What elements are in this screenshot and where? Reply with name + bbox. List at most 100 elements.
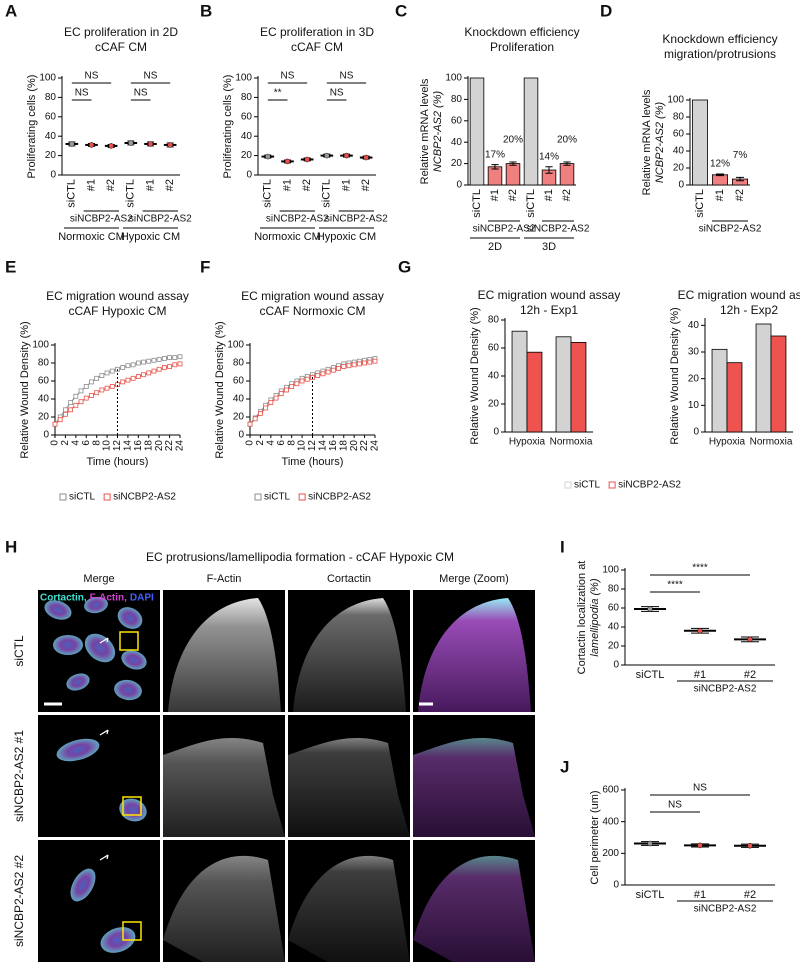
point <box>325 369 331 375</box>
mean-dot <box>363 154 369 161</box>
point <box>278 391 284 397</box>
point <box>78 388 84 394</box>
y-tick-label: 100 <box>667 95 684 106</box>
chart-title: 12h - Exp2 <box>720 303 778 317</box>
cell <box>84 596 108 614</box>
bar <box>469 77 485 186</box>
bar <box>692 99 709 186</box>
legend-swatch <box>608 481 616 489</box>
point <box>151 368 157 374</box>
point <box>130 375 136 381</box>
y-tick-label: 20 <box>608 641 620 652</box>
x-tick-label: siCTL <box>471 189 483 218</box>
y-tick-label: 20 <box>45 150 57 161</box>
y-tick-label: 20 <box>233 412 245 423</box>
y-axis-label: Proliferating cells (%) <box>222 75 234 179</box>
cell <box>56 738 100 762</box>
legend-label: siNCBP2-AS2 <box>308 492 371 503</box>
point <box>146 358 152 364</box>
point <box>252 416 258 422</box>
significance: NS <box>85 71 99 82</box>
group-sublabel: siNCBP2-AS2 <box>70 214 133 225</box>
significance: NS <box>330 88 344 99</box>
chart-title: EC proliferation in 3D <box>260 25 374 39</box>
point <box>336 365 341 371</box>
point <box>125 363 131 369</box>
arrow <box>99 854 109 861</box>
mean-dot <box>304 156 310 163</box>
bar <box>726 362 743 433</box>
bar <box>526 351 543 433</box>
column-header: F-Actin <box>207 573 242 585</box>
significance: NS <box>668 800 682 811</box>
y-tick-label: 100 <box>39 73 56 84</box>
x-tick-label: 20 <box>154 440 165 452</box>
point <box>52 421 58 427</box>
panel-letter: F <box>200 257 210 276</box>
mean-dot <box>747 636 753 643</box>
arrow <box>99 729 109 736</box>
significance: NS <box>144 71 158 82</box>
y-tick-label: 80 <box>608 584 620 595</box>
y-tick-label: 40 <box>241 131 253 142</box>
point <box>89 392 94 398</box>
x-tick-label: #1 <box>340 179 352 191</box>
x-tick-label: #1 <box>714 189 726 201</box>
chart-title: Proliferation <box>490 40 554 54</box>
legend-label: siNCBP2-AS2 <box>618 480 681 491</box>
x-tick-label: 20 <box>349 440 360 452</box>
point <box>172 362 178 368</box>
y-tick-label: 20 <box>673 163 685 174</box>
y-tick-label: 60 <box>451 115 463 126</box>
point <box>68 407 74 413</box>
point <box>125 377 131 383</box>
cell <box>44 600 72 620</box>
y-axis-label: Relative mRNA levels <box>419 78 431 184</box>
point <box>94 390 100 396</box>
x-tick-label: 6 <box>81 440 92 446</box>
y-tick-label: 80 <box>45 92 57 103</box>
point <box>120 365 126 370</box>
error-bar <box>563 161 571 166</box>
point <box>247 421 253 427</box>
bar <box>559 163 575 186</box>
point <box>167 364 172 370</box>
y-tick-label: 60 <box>488 343 500 354</box>
chart-title: Knockdown efficiency <box>662 32 777 46</box>
y-axis-label: Proliferating cells (%) <box>26 75 38 179</box>
error-bar <box>509 161 517 166</box>
cell <box>70 868 96 902</box>
x-tick-label: Normoxia <box>550 437 593 448</box>
panel-letter: I <box>560 537 565 556</box>
y-tick-label: 0 <box>50 170 56 181</box>
point <box>151 357 157 363</box>
legend-label: siCTL <box>264 492 291 503</box>
chart-title: 12h - Exp1 <box>520 303 578 317</box>
y-tick-label: 80 <box>241 92 253 103</box>
cell <box>121 650 147 670</box>
group-label: Normoxic CM <box>254 231 321 243</box>
y-axis-label: Cell perimeter (um) <box>589 790 601 884</box>
bar <box>570 341 587 433</box>
x-tick-label: siCTL <box>321 179 333 208</box>
point <box>367 359 373 365</box>
zoom-box <box>122 921 142 941</box>
y-tick-label: 80 <box>233 358 245 369</box>
point <box>156 366 162 372</box>
legend-label: siCTL <box>69 492 96 503</box>
point <box>141 372 146 378</box>
y-axis-label: Relative Wound Density (%) <box>469 307 481 444</box>
point <box>73 393 79 399</box>
x-tick-label: 24 <box>175 440 186 452</box>
group-sublabel: siNCBP2-AS2 <box>527 224 590 235</box>
group-label: 2D <box>488 241 502 253</box>
mean-dot <box>69 141 75 147</box>
chart-title: migration/protrusions <box>664 47 776 61</box>
x-tick-label: 2 <box>60 440 71 446</box>
significance: **** <box>667 580 683 591</box>
mean-dot <box>747 842 753 849</box>
x-tick-label: siCTL <box>525 189 537 218</box>
point <box>89 379 94 385</box>
cell-edge <box>168 598 281 712</box>
